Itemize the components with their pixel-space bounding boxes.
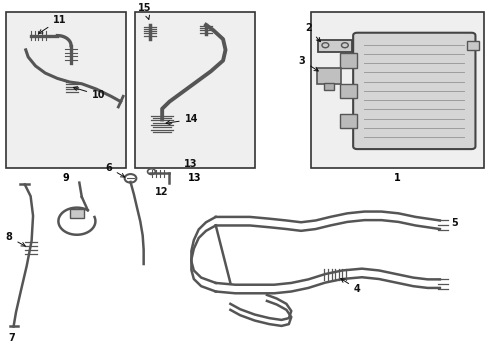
- Text: 1: 1: [394, 173, 401, 183]
- Text: 14: 14: [166, 114, 198, 125]
- Bar: [70, 209, 84, 218]
- Bar: [317, 68, 341, 84]
- Text: 12: 12: [155, 187, 169, 197]
- Text: 11: 11: [39, 14, 67, 33]
- Text: 13: 13: [184, 159, 197, 170]
- Bar: [340, 84, 357, 98]
- FancyBboxPatch shape: [353, 33, 475, 149]
- Bar: [324, 84, 334, 90]
- Text: 10: 10: [74, 87, 105, 100]
- Text: 2: 2: [305, 23, 320, 42]
- Text: 5: 5: [451, 218, 458, 228]
- Bar: [318, 40, 352, 51]
- Bar: [340, 114, 357, 129]
- Text: 13: 13: [188, 173, 202, 183]
- Text: 9: 9: [63, 173, 69, 183]
- Text: 7: 7: [9, 333, 16, 343]
- Bar: [340, 53, 357, 68]
- Bar: [135, 12, 255, 168]
- Bar: [466, 41, 479, 50]
- Bar: [311, 12, 484, 168]
- Text: 6: 6: [105, 163, 125, 177]
- Bar: [6, 12, 125, 168]
- Text: 8: 8: [6, 232, 25, 246]
- Text: 15: 15: [138, 3, 152, 19]
- Text: 3: 3: [298, 55, 318, 71]
- Text: 4: 4: [341, 279, 361, 294]
